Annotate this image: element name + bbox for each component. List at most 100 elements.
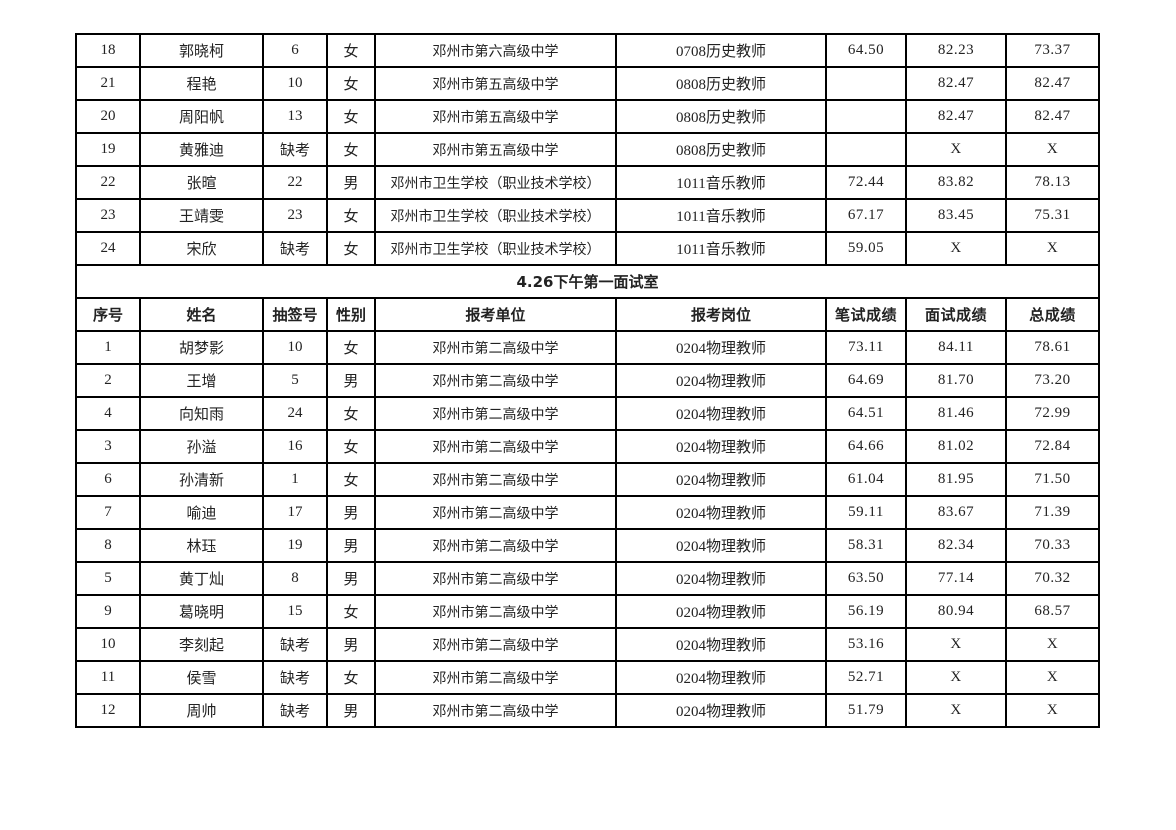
table-body: 18 郭晓柯 6 女邓州市第六高级中学 0708历史教师 64.50 82.23 73.37 2…	[75, 33, 1100, 728]
cell-seq: 6	[75, 462, 141, 497]
cell-name: 李刻起	[139, 627, 264, 662]
cell-unit: 邓州市第二高级中学	[374, 363, 617, 398]
cell-name: 向知雨	[139, 396, 264, 431]
cell-unit: 邓州市第二高级中学	[374, 528, 617, 563]
cell-position: 1011音乐教师	[615, 198, 827, 233]
table-row: 10 李刻起 缺考男邓州市第二高级中学 0204物理教师 53.16 X X	[75, 627, 1100, 662]
cell-unit: 邓州市第二高级中学	[374, 561, 617, 596]
cell-name: 张暄	[139, 165, 264, 200]
cell-name: 黄丁灿	[139, 561, 264, 596]
section-title: 4.26下午第一面试室	[75, 264, 1100, 299]
table-row: 12 周帅 缺考男邓州市第二高级中学 0204物理教师 51.79 X X	[75, 693, 1100, 728]
cell-draw-number: 8	[262, 561, 328, 596]
table-row: 20 周阳帆 13 女邓州市第五高级中学 0808历史教师 82.47 82.47	[75, 99, 1100, 134]
cell-name: 程艳	[139, 66, 264, 101]
cell-name: 周阳帆	[139, 99, 264, 134]
cell-gender: 男	[326, 528, 376, 563]
cell-gender: 女	[326, 198, 376, 233]
table-row: 7 喻迪 17 男邓州市第二高级中学 0204物理教师 59.11 83.67 71.39	[75, 495, 1100, 530]
table-row: 3 孙溢 16 女邓州市第二高级中学 0204物理教师 64.66 81.02 72.84	[75, 429, 1100, 464]
cell-total-score: 73.20	[1005, 363, 1100, 398]
cell-total-score: 82.47	[1005, 99, 1100, 134]
cell-seq: 21	[75, 66, 141, 101]
cell-gender: 女	[326, 396, 376, 431]
cell-unit: 邓州市第六高级中学	[374, 33, 617, 68]
cell-draw-number: 缺考	[262, 132, 328, 167]
cell-name: 黄雅迪	[139, 132, 264, 167]
cell-draw-number: 1	[262, 462, 328, 497]
cell-seq: 3	[75, 429, 141, 464]
cell-unit: 邓州市第二高级中学	[374, 693, 617, 728]
cell-interview-score: X	[905, 231, 1007, 266]
cell-draw-number: 24	[262, 396, 328, 431]
cell-unit: 邓州市第五高级中学	[374, 99, 617, 134]
cell-draw-number: 10	[262, 330, 328, 365]
cell-interview-score: X	[905, 660, 1007, 695]
header-seq: 序号	[75, 297, 141, 332]
cell-seq: 22	[75, 165, 141, 200]
cell-position: 0204物理教师	[615, 660, 827, 695]
cell-draw-number: 17	[262, 495, 328, 530]
cell-seq: 10	[75, 627, 141, 662]
cell-name: 孙溢	[139, 429, 264, 464]
cell-unit: 邓州市第二高级中学	[374, 495, 617, 530]
cell-draw-number: 缺考	[262, 660, 328, 695]
header-unit: 报考单位	[374, 297, 617, 332]
table-row: 5 黄丁灿 8 男邓州市第二高级中学 0204物理教师 63.50 77.14 70.32	[75, 561, 1100, 596]
cell-seq: 18	[75, 33, 141, 68]
cell-written-score: 56.19	[825, 594, 907, 629]
cell-written-score: 64.50	[825, 33, 907, 68]
cell-written-score	[825, 132, 907, 167]
cell-gender: 女	[326, 99, 376, 134]
cell-interview-score: X	[905, 693, 1007, 728]
cell-gender: 女	[326, 132, 376, 167]
header-written-score: 笔试成绩	[825, 297, 907, 332]
cell-total-score: 71.50	[1005, 462, 1100, 497]
cell-unit: 邓州市第二高级中学	[374, 429, 617, 464]
header-interview-score: 面试成绩	[905, 297, 1007, 332]
cell-total-score: X	[1005, 132, 1100, 167]
cell-total-score: 72.99	[1005, 396, 1100, 431]
cell-draw-number: 缺考	[262, 231, 328, 266]
cell-interview-score: 80.94	[905, 594, 1007, 629]
cell-unit: 邓州市第五高级中学	[374, 132, 617, 167]
cell-gender: 女	[326, 429, 376, 464]
table-row: 4 向知雨 24 女邓州市第二高级中学 0204物理教师 64.51 81.46 72.99	[75, 396, 1100, 431]
cell-position: 1011音乐教师	[615, 231, 827, 266]
cell-interview-score: 82.47	[905, 66, 1007, 101]
cell-name: 喻迪	[139, 495, 264, 530]
cell-position: 0808历史教师	[615, 99, 827, 134]
header-position: 报考岗位	[615, 297, 827, 332]
cell-gender: 女	[326, 330, 376, 365]
cell-draw-number: 6	[262, 33, 328, 68]
cell-unit: 邓州市第二高级中学	[374, 594, 617, 629]
cell-written-score: 64.51	[825, 396, 907, 431]
cell-total-score: 82.47	[1005, 66, 1100, 101]
cell-unit: 邓州市第二高级中学	[374, 330, 617, 365]
cell-unit: 邓州市卫生学校（职业技术学校）	[374, 231, 617, 266]
cell-seq: 11	[75, 660, 141, 695]
cell-unit: 邓州市第二高级中学	[374, 462, 617, 497]
header-gender: 性别	[326, 297, 376, 332]
cell-written-score: 59.11	[825, 495, 907, 530]
cell-draw-number: 15	[262, 594, 328, 629]
cell-name: 葛晓明	[139, 594, 264, 629]
cell-written-score	[825, 99, 907, 134]
cell-seq: 20	[75, 99, 141, 134]
cell-seq: 4	[75, 396, 141, 431]
cell-draw-number: 16	[262, 429, 328, 464]
cell-name: 宋欣	[139, 231, 264, 266]
cell-interview-score: 83.82	[905, 165, 1007, 200]
cell-gender: 女	[326, 462, 376, 497]
cell-gender: 男	[326, 363, 376, 398]
cell-total-score: X	[1005, 660, 1100, 695]
cell-position: 0808历史教师	[615, 66, 827, 101]
cell-total-score: X	[1005, 627, 1100, 662]
cell-written-score: 61.04	[825, 462, 907, 497]
cell-gender: 女	[326, 66, 376, 101]
cell-total-score: 78.61	[1005, 330, 1100, 365]
cell-written-score: 73.11	[825, 330, 907, 365]
cell-interview-score: 81.02	[905, 429, 1007, 464]
cell-seq: 19	[75, 132, 141, 167]
cell-position: 0204物理教师	[615, 594, 827, 629]
